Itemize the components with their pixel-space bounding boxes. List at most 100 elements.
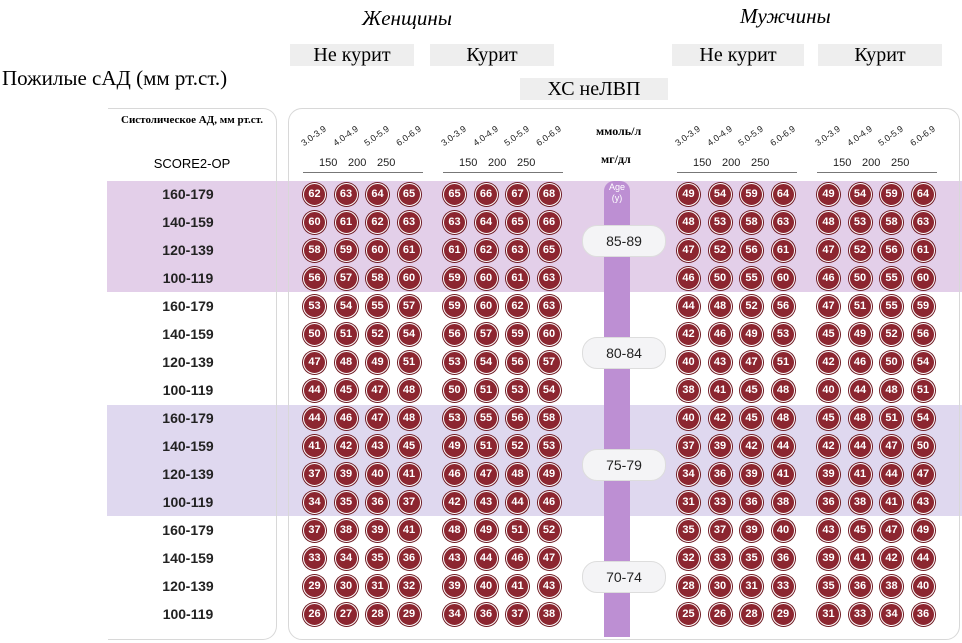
risk-value: 60 [771, 267, 795, 290]
sbp-row-label: 100-119 [162, 606, 214, 622]
risk-value: 68 [537, 183, 561, 206]
sbp-row-label: 160-179 [162, 298, 214, 314]
risk-value: 52 [880, 323, 903, 346]
risk-value: 61 [334, 211, 358, 234]
risk-value: 38 [677, 379, 700, 402]
risk-value: 50 [911, 435, 935, 458]
risk-value: 59 [443, 267, 466, 290]
risk-value: 44 [880, 463, 903, 486]
age-group-pill: 85-89 [582, 225, 666, 257]
risk-value: 59 [740, 183, 763, 206]
risk-value: 51 [474, 435, 498, 458]
risk-value: 47 [817, 295, 840, 318]
risk-value: 51 [334, 323, 358, 346]
risk-value: 35 [677, 519, 700, 542]
risk-value: 44 [303, 407, 326, 430]
sbp-row-label: 120-139 [162, 354, 214, 370]
risk-value: 67 [506, 183, 529, 206]
risk-value: 35 [334, 491, 358, 514]
risk-value: 46 [443, 463, 466, 486]
risk-value: 33 [708, 547, 732, 570]
risk-value: 39 [334, 463, 358, 486]
risk-value: 50 [708, 267, 732, 290]
risk-value: 27 [334, 603, 358, 626]
risk-value: 64 [911, 183, 935, 206]
risk-value: 36 [911, 603, 935, 626]
risk-value: 37 [303, 463, 326, 486]
risk-value: 44 [303, 379, 326, 402]
sbp-row-label: 140-159 [162, 550, 214, 566]
sbp-row-label: 160-179 [162, 522, 214, 538]
risk-value: 43 [708, 351, 732, 374]
risk-value: 36 [708, 463, 732, 486]
sbp-row-label: 120-139 [162, 466, 214, 482]
risk-value: 62 [474, 239, 498, 262]
risk-value: 53 [537, 435, 561, 458]
risk-value: 50 [303, 323, 326, 346]
sbp-row-label: 160-179 [162, 410, 214, 426]
risk-value: 56 [506, 351, 529, 374]
risk-value: 33 [848, 603, 872, 626]
unit-mmol: ммоль/л [596, 124, 642, 138]
chol-mgdl-tick: 200 [348, 157, 367, 169]
risk-value: 42 [817, 435, 840, 458]
risk-value: 58 [366, 267, 389, 290]
risk-value: 44 [506, 491, 529, 514]
risk-value: 50 [443, 379, 466, 402]
risk-value: 40 [911, 575, 935, 598]
risk-value: 60 [397, 267, 421, 290]
risk-value: 54 [397, 323, 421, 346]
risk-value: 39 [708, 435, 732, 458]
risk-value: 45 [740, 407, 763, 430]
risk-value: 39 [817, 463, 840, 486]
risk-value: 57 [474, 323, 498, 346]
risk-value: 34 [443, 603, 466, 626]
risk-value: 54 [474, 351, 498, 374]
sbp-row-label: 140-159 [162, 214, 214, 230]
risk-value: 41 [848, 463, 872, 486]
age-axis-label: Age (y) [608, 182, 625, 203]
risk-value: 52 [740, 295, 763, 318]
risk-value: 41 [708, 379, 732, 402]
risk-value: 43 [443, 547, 466, 570]
risk-value: 33 [303, 547, 326, 570]
risk-value: 65 [506, 211, 529, 234]
risk-value: 38 [537, 603, 561, 626]
risk-value: 63 [537, 267, 561, 290]
risk-value: 56 [740, 239, 763, 262]
risk-value: 51 [474, 379, 498, 402]
risk-value: 63 [506, 239, 529, 262]
risk-value: 66 [474, 183, 498, 206]
chol-mgdl-tick: 150 [319, 157, 338, 169]
risk-value: 55 [474, 407, 498, 430]
risk-value: 45 [817, 323, 840, 346]
risk-value: 57 [334, 267, 358, 290]
risk-value: 63 [911, 211, 935, 234]
sbp-row-label: 140-159 [162, 326, 214, 342]
risk-value: 40 [366, 463, 389, 486]
score-label: SCORE2-OP [153, 156, 231, 171]
risk-value: 37 [677, 435, 700, 458]
risk-value: 47 [880, 435, 903, 458]
risk-value: 60 [366, 239, 389, 262]
risk-value: 48 [771, 407, 795, 430]
risk-value: 48 [397, 379, 421, 402]
risk-value: 54 [708, 183, 732, 206]
risk-value: 52 [537, 519, 561, 542]
risk-value: 39 [366, 519, 389, 542]
risk-value: 37 [397, 491, 421, 514]
risk-value: 64 [366, 183, 389, 206]
risk-value: 29 [303, 575, 326, 598]
risk-value: 56 [506, 407, 529, 430]
risk-value: 46 [506, 547, 529, 570]
risk-value: 36 [771, 547, 795, 570]
risk-value: 42 [443, 491, 466, 514]
risk-value: 55 [366, 295, 389, 318]
chol-mgdl-tick: 250 [377, 157, 396, 169]
risk-value: 34 [334, 547, 358, 570]
risk-value: 37 [506, 603, 529, 626]
left-col-title: Систолическое АД, мм рт.ст. [121, 114, 263, 126]
chol-mgdl-tick: 150 [833, 157, 852, 169]
risk-value: 58 [880, 211, 903, 234]
risk-value: 53 [708, 211, 732, 234]
